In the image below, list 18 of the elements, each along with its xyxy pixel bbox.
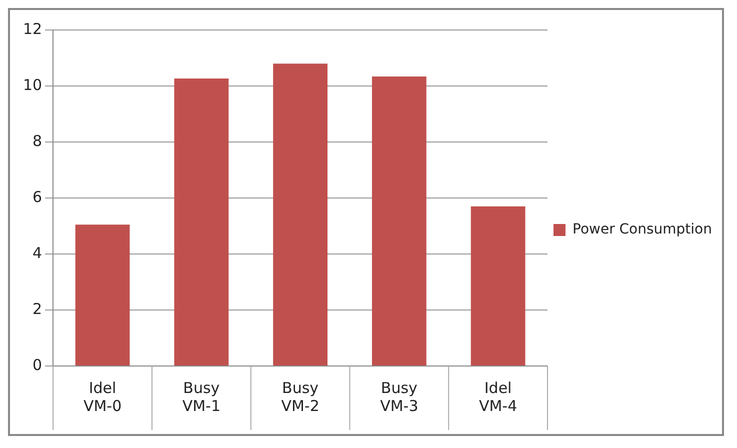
- x-tick-label: Busy VM-3: [380, 378, 418, 415]
- x-tick-label: Busy VM-1: [182, 378, 220, 415]
- y-tick-label: 12: [22, 20, 42, 38]
- x-tick-label: Idel VM-4: [478, 378, 518, 415]
- bar: [372, 76, 426, 366]
- x-tick-label: Busy VM-2: [281, 378, 320, 415]
- y-tick-label: 4: [32, 244, 42, 262]
- y-tick-label: 2: [32, 300, 42, 318]
- y-tick-label: 6: [32, 188, 42, 206]
- legend-label: Power Consumption: [572, 222, 712, 238]
- x-tick-label: Idel VM-0: [83, 378, 122, 415]
- bar: [174, 78, 229, 366]
- y-tick-label: 10: [22, 76, 42, 94]
- bar: [75, 224, 130, 366]
- y-tick-label: 8: [32, 132, 42, 150]
- bar: [273, 64, 328, 366]
- y-tick-label: 0: [32, 356, 42, 374]
- bar: [470, 206, 526, 366]
